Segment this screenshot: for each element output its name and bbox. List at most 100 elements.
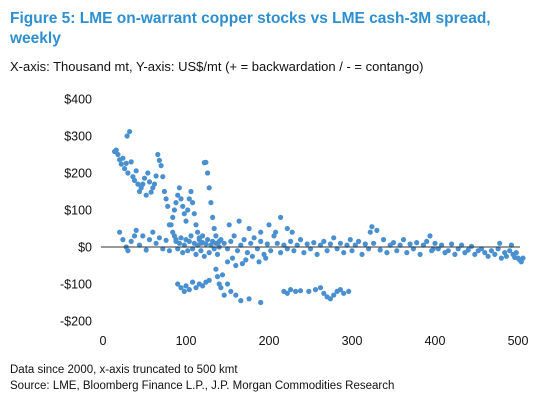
- data-point: [120, 155, 126, 161]
- data-point: [135, 181, 141, 187]
- data-point: [201, 253, 207, 259]
- data-point: [346, 288, 352, 294]
- data-point: [226, 222, 232, 228]
- data-point: [146, 179, 153, 185]
- data-point: [268, 248, 274, 254]
- x-tick-label: 0: [100, 334, 107, 348]
- data-point: [124, 133, 130, 139]
- data-point: [513, 250, 519, 256]
- data-point: [400, 237, 407, 243]
- data-point: [404, 250, 410, 256]
- data-point: [146, 237, 153, 243]
- data-point: [352, 242, 358, 248]
- data-point: [128, 159, 134, 165]
- data-point: [141, 175, 148, 181]
- data-point: [176, 240, 182, 246]
- data-point: [117, 229, 123, 235]
- data-point: [163, 237, 169, 243]
- data-point: [153, 173, 159, 179]
- data-point: [497, 240, 503, 246]
- data-point: [503, 253, 509, 259]
- data-point: [180, 203, 186, 209]
- data-point: [468, 243, 475, 249]
- data-point: [238, 298, 244, 304]
- data-point: [432, 240, 438, 246]
- data-point: [180, 250, 186, 256]
- data-point: [231, 233, 237, 239]
- data-point: [331, 292, 337, 298]
- data-point: [288, 238, 294, 244]
- data-point: [485, 253, 491, 259]
- x-tick-label: 300: [342, 334, 363, 348]
- data-point: [148, 189, 154, 195]
- data-point: [258, 299, 264, 306]
- data-point: [166, 248, 172, 254]
- data-point: [229, 255, 236, 261]
- y-tick-label: $100: [64, 204, 92, 218]
- data-point: [198, 248, 204, 254]
- data-point: [371, 240, 377, 246]
- data-point: [128, 238, 134, 244]
- data-point: [171, 233, 177, 239]
- data-point: [183, 218, 189, 224]
- y-tick-label: -$200: [60, 315, 92, 329]
- data-point: [186, 287, 192, 293]
- data-point: [297, 288, 304, 294]
- data-point: [186, 238, 192, 244]
- data-point: [206, 277, 212, 283]
- data-point: [452, 251, 458, 257]
- data-point: [191, 211, 197, 217]
- data-point: [168, 222, 174, 228]
- data-point: [145, 170, 151, 176]
- y-tick-label: $400: [64, 93, 92, 107]
- data-point: [498, 255, 504, 261]
- data-point: [337, 240, 343, 246]
- data-point: [397, 242, 403, 248]
- data-point: [344, 242, 350, 248]
- data-point: [508, 242, 514, 248]
- data-point: [203, 241, 209, 247]
- data-point: [249, 253, 255, 259]
- data-point: [200, 283, 206, 289]
- data-point: [176, 185, 182, 191]
- data-point: [311, 240, 317, 246]
- data-point: [175, 281, 181, 287]
- data-point: [163, 196, 169, 202]
- data-point: [213, 233, 219, 239]
- data-point: [224, 281, 231, 287]
- data-point: [289, 229, 295, 235]
- data-point: [244, 250, 250, 256]
- data-point: [241, 237, 247, 243]
- data-point: [228, 238, 234, 244]
- data-point: [420, 242, 426, 248]
- data-point: [125, 170, 131, 176]
- data-point: [213, 266, 219, 272]
- x-axis-ticks: 0 100 200 300 400 500: [100, 334, 529, 348]
- data-point: [284, 225, 290, 232]
- data-point: [417, 251, 423, 257]
- data-point: [331, 235, 337, 241]
- data-point: [185, 248, 191, 254]
- data-point: [297, 237, 304, 243]
- data-point: [193, 251, 199, 257]
- data-point: [439, 242, 445, 248]
- data-point: [369, 224, 375, 230]
- data-point: [314, 251, 320, 257]
- data-point: [203, 159, 209, 165]
- data-point: [327, 296, 333, 302]
- data-point: [131, 233, 138, 239]
- data-point: [238, 242, 244, 248]
- data-point: [520, 255, 526, 261]
- data-point: [291, 248, 297, 254]
- data-points: [112, 129, 526, 306]
- data-point: [304, 241, 310, 247]
- x-tick-label: 200: [259, 334, 280, 348]
- data-point: [150, 229, 156, 235]
- data-point: [185, 207, 191, 213]
- data-point: [188, 233, 194, 239]
- data-point: [153, 240, 159, 246]
- source-note: Source: LME, Bloomberg Finance L.P., J.P…: [10, 380, 395, 392]
- data-point: [347, 237, 353, 243]
- data-point: [284, 290, 290, 296]
